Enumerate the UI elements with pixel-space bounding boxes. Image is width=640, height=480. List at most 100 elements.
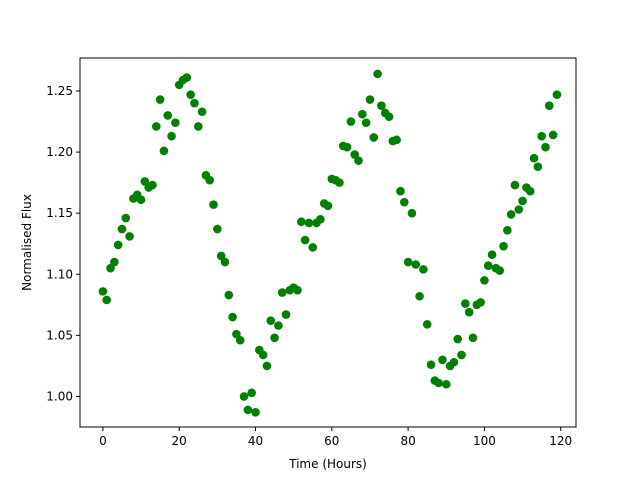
data-point <box>209 200 218 209</box>
data-point <box>541 142 550 152</box>
data-point <box>518 196 527 206</box>
data-point <box>480 276 489 285</box>
data-point <box>228 312 237 322</box>
data-point <box>113 240 123 250</box>
data-point <box>235 335 245 345</box>
data-point <box>167 131 176 141</box>
y-tick-label: 1.25 <box>46 84 73 98</box>
data-point <box>544 101 554 110</box>
x-tick-label: 100 <box>473 434 496 448</box>
data-point <box>193 122 203 131</box>
data-point <box>358 109 367 119</box>
data-point <box>453 334 463 344</box>
data-point <box>514 205 524 214</box>
data-point <box>293 285 302 295</box>
data-point <box>163 111 173 120</box>
data-point <box>197 107 207 117</box>
data-point <box>503 225 512 235</box>
data-point <box>300 235 310 245</box>
data-point <box>422 320 432 329</box>
y-tick-label: 1.00 <box>46 389 73 403</box>
data-point <box>354 156 363 165</box>
data-point <box>457 350 466 360</box>
y-tick-label: 1.05 <box>46 328 73 342</box>
data-point <box>125 232 134 241</box>
data-point <box>525 186 535 196</box>
data-point <box>323 201 333 211</box>
data-point <box>224 290 234 300</box>
data-point <box>102 295 112 305</box>
data-point <box>434 378 443 388</box>
data-point <box>110 257 119 267</box>
data-point <box>464 307 474 317</box>
x-tick-label: 40 <box>248 434 263 448</box>
data-point <box>483 261 493 271</box>
data-point <box>277 288 287 297</box>
y-axis-ticks: 1.00 1.05 1.10 1.15 1.20 1.25 <box>46 84 80 403</box>
data-point <box>476 298 485 307</box>
data-point <box>384 112 394 121</box>
data-point <box>415 291 424 301</box>
data-point <box>495 266 504 275</box>
data-point <box>441 379 451 389</box>
data-point <box>407 208 417 218</box>
data-point <box>426 360 436 369</box>
data-point <box>308 243 318 252</box>
data-point <box>537 131 546 141</box>
data-point <box>449 357 459 367</box>
data-point <box>335 178 344 187</box>
data-point <box>373 69 382 79</box>
data-point <box>171 118 180 128</box>
data-point <box>342 142 352 152</box>
x-axis-label: Time (Hours) <box>288 457 367 471</box>
data-point <box>239 392 249 401</box>
data-point <box>152 122 161 131</box>
data-point <box>251 408 260 417</box>
data-point <box>419 265 428 274</box>
data-point <box>190 98 199 108</box>
data-point <box>438 355 447 365</box>
data-point <box>377 101 386 110</box>
data-point <box>529 153 539 163</box>
data-point <box>403 257 413 267</box>
data-point <box>552 90 562 99</box>
data-point <box>266 316 276 326</box>
data-point <box>159 146 169 156</box>
data-point <box>461 299 470 308</box>
data-point <box>98 287 108 296</box>
data-point <box>361 118 371 128</box>
data-point <box>499 241 508 251</box>
data-point <box>548 130 558 140</box>
data-point <box>281 310 291 319</box>
x-tick-label: 20 <box>172 434 187 448</box>
data-point <box>136 195 146 205</box>
data-point <box>186 90 195 99</box>
data-point <box>396 186 405 196</box>
y-tick-label: 1.10 <box>46 267 73 281</box>
data-point <box>487 250 497 260</box>
data-point <box>155 95 165 104</box>
y-tick-label: 1.20 <box>46 145 73 159</box>
y-axis-label: Normalised Flux <box>20 194 34 291</box>
x-tick-label: 60 <box>324 434 339 448</box>
plot-frame <box>79 57 577 428</box>
data-point <box>533 162 543 172</box>
data-point <box>296 217 306 227</box>
data-point <box>262 361 272 371</box>
data-point <box>346 117 356 126</box>
data-points <box>98 69 562 417</box>
data-point <box>468 333 478 343</box>
data-point <box>121 213 131 223</box>
x-tick-label: 120 <box>549 434 572 448</box>
data-point <box>400 197 409 207</box>
data-point <box>205 175 215 185</box>
data-point <box>220 257 230 267</box>
data-point <box>369 133 379 142</box>
x-axis-ticks: 0 20 40 60 80 100 120 <box>99 427 572 448</box>
y-tick-label: 1.15 <box>46 206 73 220</box>
data-point <box>316 214 325 224</box>
plot-area <box>80 58 576 427</box>
x-tick-label: 0 <box>99 434 107 448</box>
data-point <box>148 180 157 190</box>
